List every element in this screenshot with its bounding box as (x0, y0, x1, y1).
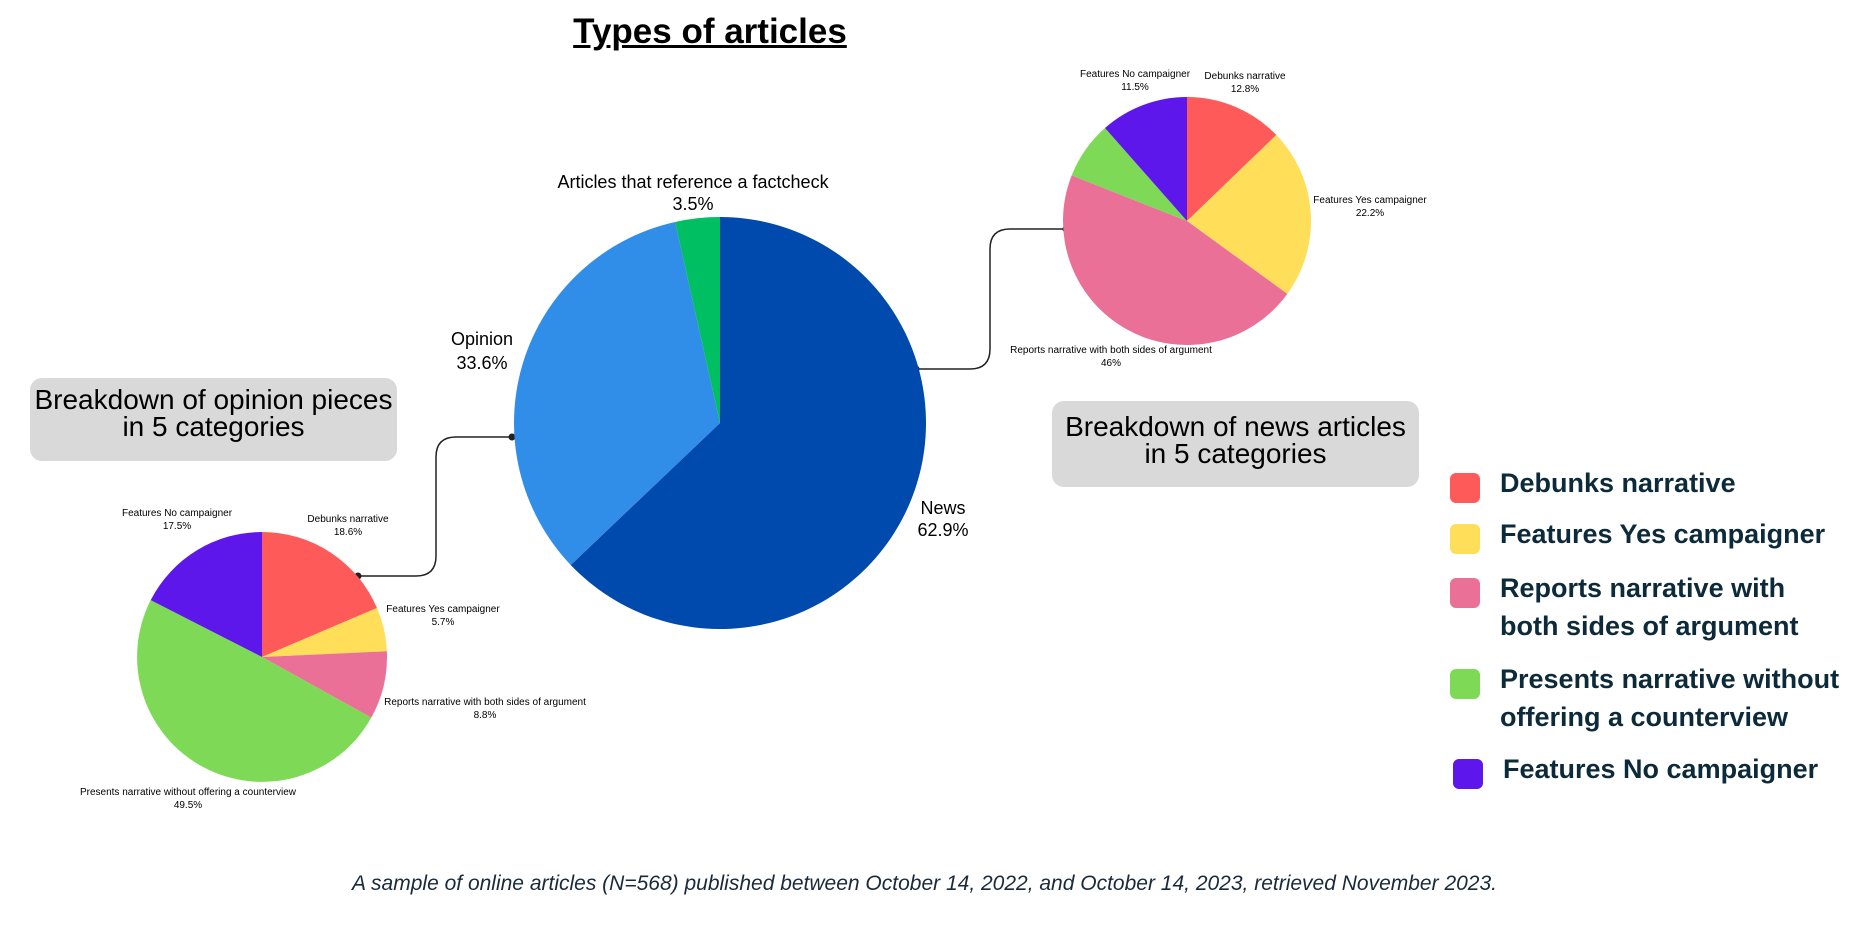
slice-value-features-yes-campaigner: 5.7% (432, 617, 455, 628)
slice-label-features-yes-campaigner: Features Yes campaigner (386, 604, 500, 615)
pie-slice-features-no-campaigner (1105, 97, 1187, 221)
opinion-breakdown-note: Breakdown of opinion pieces in 5 categor… (30, 378, 397, 461)
connector-dot (508, 433, 516, 441)
pie-slice-features-yes-campaigner (262, 607, 387, 657)
slice-value-reports-narrative-with-both-sides-of-argument: 8.8% (474, 710, 497, 721)
connector-news (916, 228, 1066, 370)
pie-slice-news (570, 217, 926, 629)
legend-item-yes-campaigner: Features Yes campaigner (1450, 515, 1845, 554)
chart-title: Types of articles (573, 12, 847, 51)
legend-swatch (1453, 759, 1483, 789)
slice-label-features-no-campaigner: Features No campaigner (1080, 69, 1191, 80)
opinion-note-line1: Breakdown of opinion pieces (34, 384, 393, 415)
slice-value-reports-narrative-with-both-sides-of-argument: 46% (1101, 358, 1121, 369)
legend-item-no-counterview: Presents narrative without offering a co… (1450, 660, 1845, 736)
news-note-line1: Breakdown of news articles (1065, 411, 1406, 442)
slice-label-presents-narrative-without-offering-a-counterview: Presents narrative without offering a co… (80, 787, 297, 798)
pie-slice-debunks-narrative (262, 532, 377, 657)
legend-item-no-campaigner: Features No campaigner (1453, 750, 1848, 789)
legend-item-both-sides: Reports narrative with both sides of arg… (1450, 569, 1845, 645)
pie-slice-reports-narrative-with-both-sides-of-argument (1062, 175, 1288, 346)
slice-label-debunks-narrative: Debunks narrative (307, 514, 389, 525)
slice-value-features-yes-campaigner: 22.2% (1356, 208, 1384, 219)
legend-item-debunks: Debunks narrative (1450, 464, 1845, 503)
slice-label-reports-narrative-with-both-sides-of-argument: Reports narrative with both sides of arg… (384, 697, 586, 708)
pie-slice-debunks-narrative (1187, 97, 1277, 221)
footnote: A sample of online articles (N=568) publ… (352, 872, 1497, 895)
legend-label: Features No campaigner (1503, 754, 1819, 784)
legend-swatch (1450, 578, 1480, 608)
pie-slice-articles-that-reference-a-factcheck (675, 217, 720, 423)
slice-label-articles-that-reference-a-factcheck: Articles that reference a factcheck (557, 172, 829, 192)
slice-value-debunks-narrative: 12.8% (1231, 84, 1259, 95)
slice-value-features-no-campaigner: 17.5% (163, 521, 191, 532)
legend-swatch (1450, 524, 1480, 554)
news-breakdown-note: Breakdown of news articles in 5 categori… (1052, 401, 1419, 487)
slice-value-features-no-campaigner: 11.5% (1121, 82, 1149, 93)
connector-opinion (356, 436, 512, 577)
opinion-note-line2: in 5 categories (122, 411, 305, 442)
slice-label-features-no-campaigner: Features No campaigner (122, 508, 233, 519)
slice-label-opinion: Opinion (451, 329, 513, 349)
pie-slice-presents-narrative-without-offering-a-counterview (1071, 127, 1187, 221)
slice-label-reports-narrative-with-both-sides-of-argument: Reports narrative with both sides of arg… (1010, 345, 1212, 356)
legend-label: Features Yes campaigner (1500, 519, 1826, 549)
slice-value-news: 62.9% (917, 520, 968, 540)
pie-slice-presents-narrative-without-offering-a-counterview (137, 600, 372, 782)
slice-value-opinion: 33.6% (456, 353, 507, 373)
pie-slice-features-no-campaigner (150, 532, 262, 657)
legend-label: Debunks narrative (1500, 468, 1736, 498)
slice-label-features-yes-campaigner: Features Yes campaigner (1313, 195, 1427, 206)
slice-label-news: News (920, 498, 965, 518)
legend-label: Reports narrative with both sides of arg… (1500, 573, 1799, 641)
slice-value-debunks-narrative: 18.6% (334, 527, 362, 538)
legend-label: Presents narrative without offering a co… (1500, 664, 1840, 732)
news-breakdown-pie (1062, 97, 1312, 346)
pie-slice-reports-narrative-with-both-sides-of-argument (262, 651, 387, 718)
legend-swatch (1450, 473, 1480, 503)
pie-slice-features-yes-campaigner (1187, 134, 1312, 294)
legend-swatch (1450, 669, 1480, 699)
slice-value-articles-that-reference-a-factcheck: 3.5% (672, 194, 713, 214)
main-pie (513, 217, 926, 629)
slice-label-debunks-narrative: Debunks narrative (1204, 71, 1286, 82)
pie-slice-opinion (513, 221, 720, 565)
news-note-line2: in 5 categories (1144, 438, 1327, 469)
opinion-breakdown-pie (137, 532, 387, 782)
slice-value-presents-narrative-without-offering-a-counterview: 49.5% (174, 800, 202, 811)
